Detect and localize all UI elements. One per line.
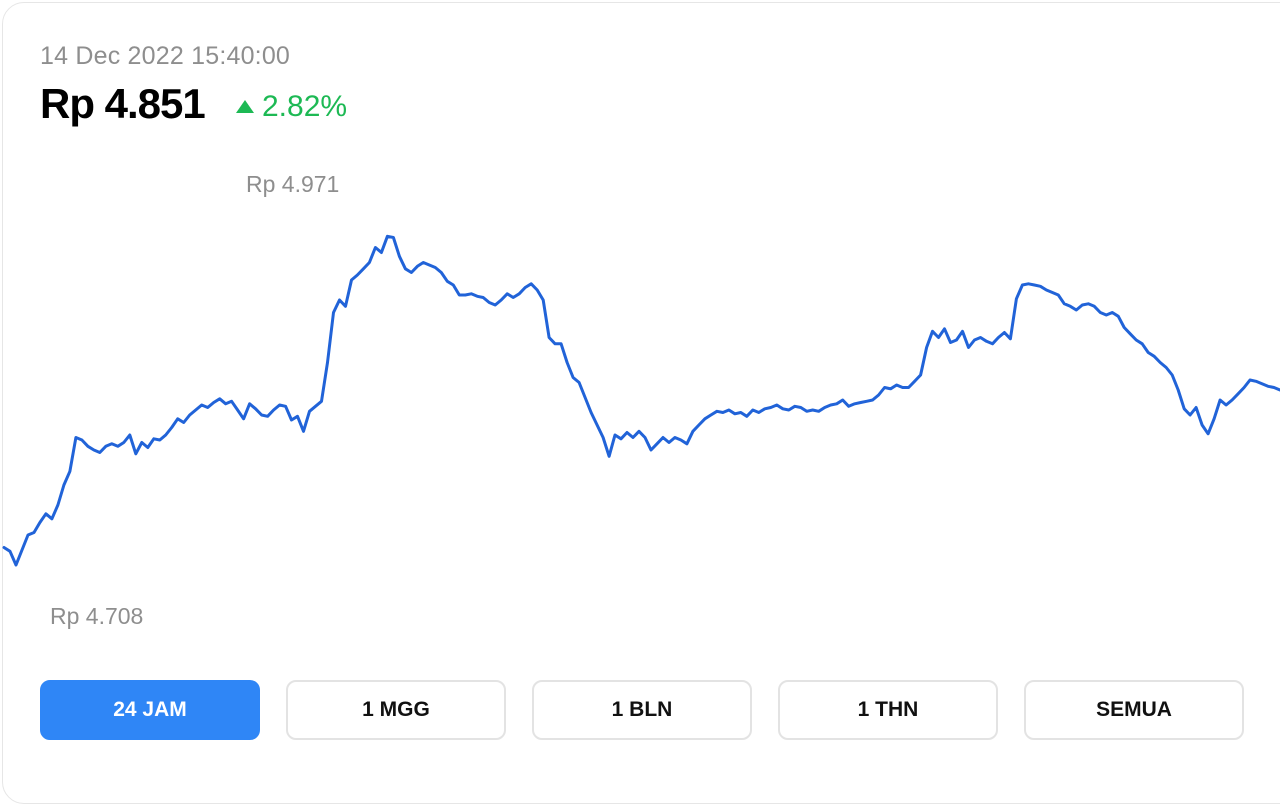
range-button-semua[interactable]: SEMUA bbox=[1024, 680, 1244, 740]
price-change: 2.82% bbox=[236, 90, 347, 124]
price-change-percent: 2.82% bbox=[262, 90, 348, 123]
time-range-selector: 24 JAM 1 MGG 1 BLN 1 THN SEMUA bbox=[40, 680, 1244, 740]
triangle-up-icon bbox=[236, 99, 254, 113]
range-button-1-mgg[interactable]: 1 MGG bbox=[286, 680, 506, 740]
timestamp-label: 14 Dec 2022 15:40:00 bbox=[40, 42, 291, 70]
range-button-1-thn[interactable]: 1 THN bbox=[778, 680, 998, 740]
price-line-chart: Rp 4.971 Rp 4.708 bbox=[2, 171, 1280, 629]
price-series-line bbox=[2, 234, 1280, 567]
max-price-label: Rp 4.971 bbox=[246, 171, 339, 197]
range-button-24-jam[interactable]: 24 JAM bbox=[40, 680, 260, 740]
current-price: Rp 4.851 bbox=[40, 80, 206, 127]
min-price-label: Rp 4.708 bbox=[50, 603, 143, 629]
range-button-1-bln[interactable]: 1 BLN bbox=[532, 680, 752, 740]
